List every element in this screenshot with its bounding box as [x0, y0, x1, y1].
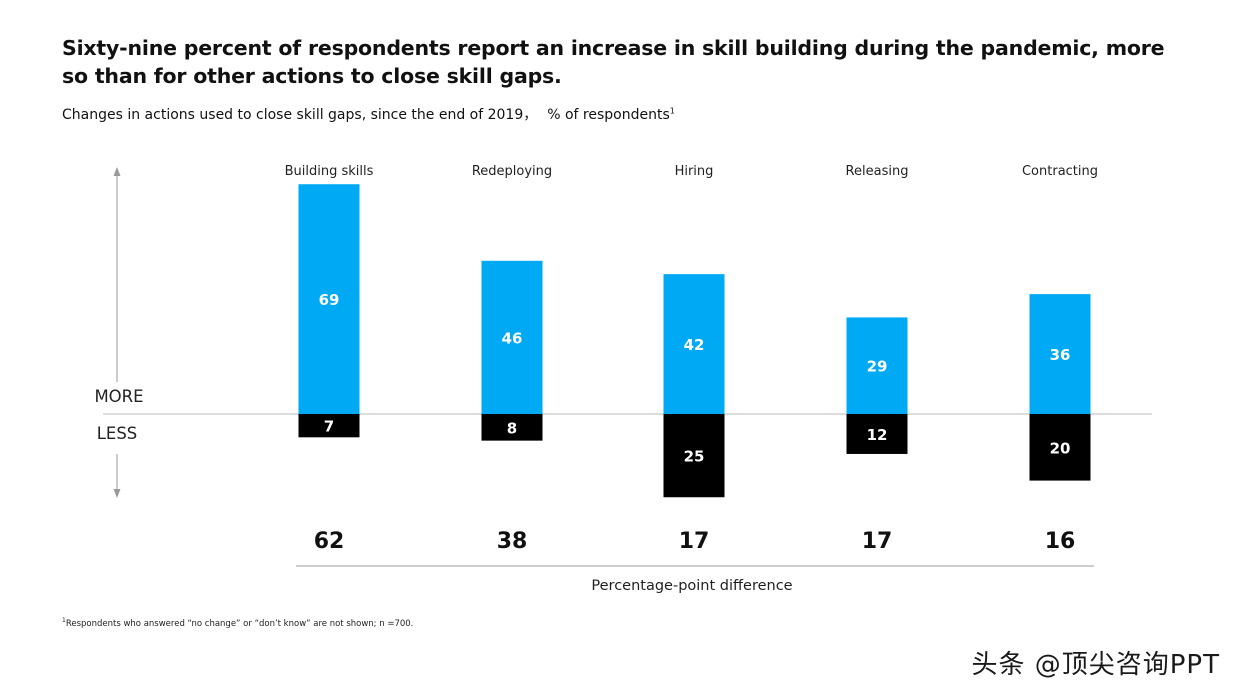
bar-less	[663, 414, 725, 498]
category-label: Hiring	[675, 164, 714, 179]
less-label: LESS	[97, 424, 138, 443]
bar-more-value: 46	[502, 329, 523, 347]
bar-less-value: 8	[507, 419, 517, 437]
bar-less	[846, 414, 908, 454]
subtitle-unit: % of respondents	[547, 107, 670, 123]
less-arrow-head	[113, 489, 121, 498]
bar-less-value: 25	[684, 448, 705, 466]
difference-value: 17	[679, 529, 710, 554]
more-arrow-head	[113, 167, 121, 176]
category-label: Contracting	[1022, 164, 1098, 179]
bar-more	[481, 260, 543, 414]
bar-more-value: 36	[1050, 346, 1071, 364]
bar-less-value: 20	[1050, 439, 1071, 457]
chart-title: Sixty-nine percent of respondents report…	[62, 36, 1165, 88]
bar-less	[1029, 414, 1091, 481]
bar-less-value: 7	[324, 418, 334, 436]
difference-label: Percentage-point difference	[591, 578, 792, 594]
bar-more	[846, 317, 908, 414]
bar-more	[298, 184, 360, 414]
footnote: 1Respondents who answered “no change” or…	[62, 617, 413, 629]
bar-less	[298, 414, 360, 438]
subtitle-text: Changes in actions used to close skill g…	[62, 107, 538, 123]
bar-more-value: 42	[684, 336, 705, 354]
footnote-ref: 1	[62, 617, 66, 624]
more-label: MORE	[94, 387, 143, 406]
bar-more-value: 29	[867, 358, 888, 376]
category-label: Redeploying	[472, 164, 552, 179]
footnote-text: Respondents who answered “no change” or …	[65, 618, 414, 629]
difference-value: 38	[497, 529, 528, 554]
category-label: Building skills	[285, 164, 374, 179]
bar-more-value: 69	[319, 291, 340, 309]
difference-value: 62	[314, 529, 345, 554]
difference-value: 16	[1045, 529, 1076, 554]
bar-more	[663, 274, 725, 414]
bar-less	[481, 414, 543, 441]
chart-subtitle: Changes in actions used to close skill g…	[62, 104, 675, 124]
watermark: 头条 @顶尖咨询PPT	[971, 650, 1220, 680]
category-label: Releasing	[846, 164, 909, 179]
bar-more	[1029, 294, 1091, 414]
difference-value: 17	[862, 529, 893, 554]
bar-less-value: 12	[867, 426, 888, 444]
subtitle-footnote-ref: 1	[669, 106, 675, 116]
